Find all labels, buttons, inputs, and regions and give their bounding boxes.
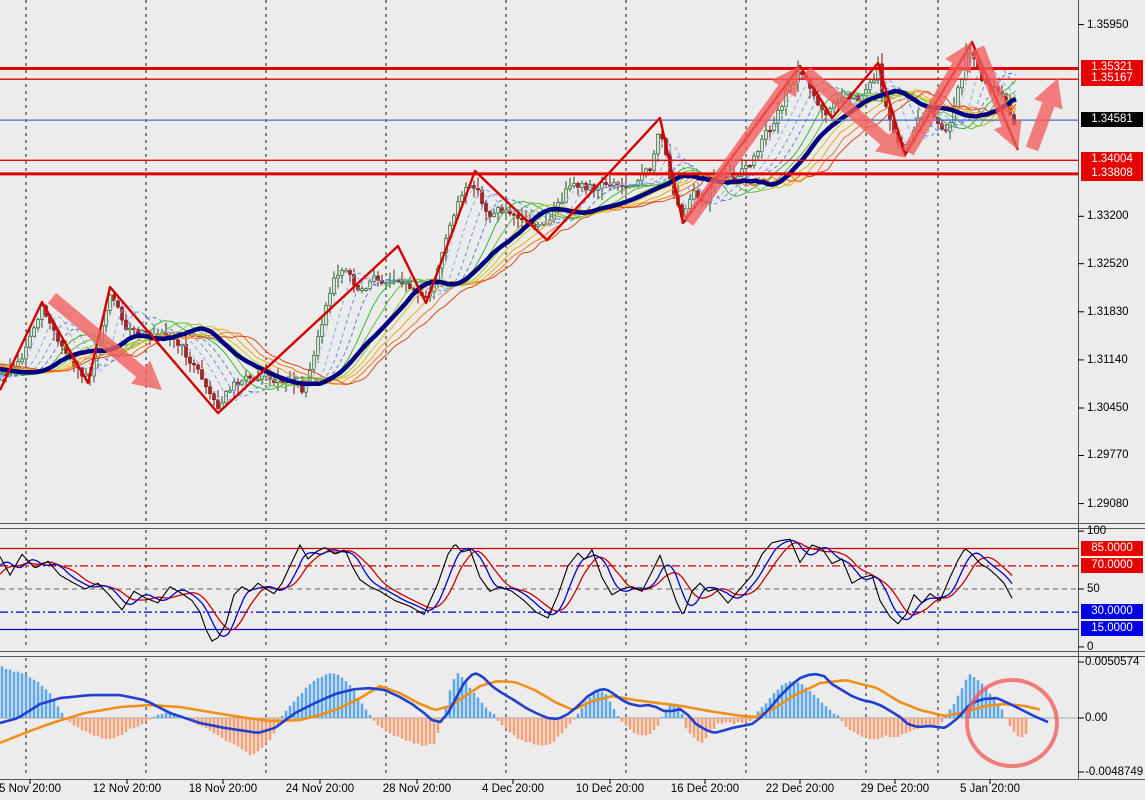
support-resistance-lines[interactable] <box>0 67 1078 176</box>
trend-arrows[interactable] <box>47 42 1063 391</box>
zigzag-annotation[interactable] <box>0 40 1020 415</box>
macd-lines <box>0 672 1049 745</box>
highlight-circle[interactable] <box>965 678 1059 768</box>
oscillator-lines <box>0 538 1013 642</box>
oscillator-levels <box>0 547 1078 631</box>
